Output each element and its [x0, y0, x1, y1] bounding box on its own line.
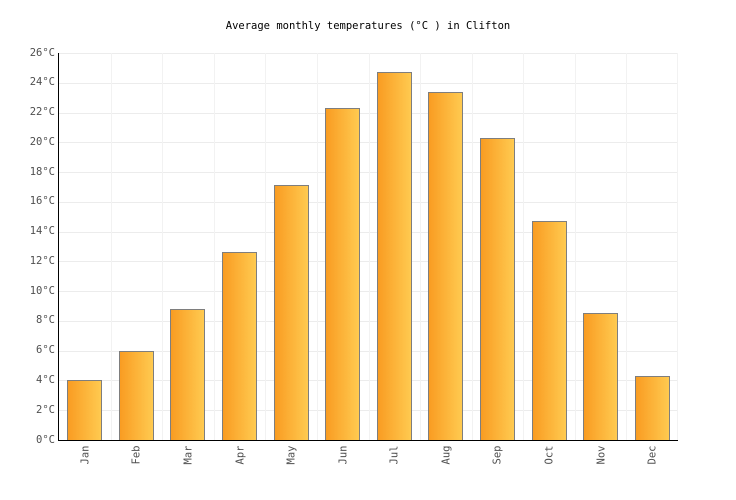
x-gridline-4 — [265, 53, 266, 440]
x-gridline-12 — [677, 53, 678, 440]
x-axis-label-text: Jan — [79, 445, 91, 465]
y-axis-label-10: 10°C — [29, 285, 55, 297]
y-gridline-6 — [59, 351, 678, 352]
y-axis-line — [58, 53, 59, 441]
bar-aug — [428, 92, 463, 440]
x-axis-label-text: Oct — [543, 445, 555, 465]
bar-apr — [222, 252, 257, 440]
x-gridline-7 — [420, 53, 421, 440]
bar-sep — [480, 138, 515, 440]
x-axis-label-may: May — [271, 444, 311, 466]
y-axis-label-24: 24°C — [29, 76, 55, 88]
x-axis-label-jun: Jun — [323, 444, 363, 466]
y-gridline-12 — [59, 261, 678, 262]
y-axis-label-22: 22°C — [29, 106, 55, 118]
bar-dec — [635, 376, 670, 440]
x-axis-label-text: Sep — [491, 445, 503, 465]
x-axis-label-text: Jul — [388, 445, 400, 465]
x-axis-label-text: Aug — [440, 445, 452, 465]
y-gridline-16 — [59, 202, 678, 203]
bar-mar — [170, 309, 205, 440]
y-gridline-18 — [59, 172, 678, 173]
x-axis-label-text: Feb — [130, 445, 142, 465]
x-gridline-6 — [369, 53, 370, 440]
y-gridline-24 — [59, 83, 678, 84]
y-axis-label-0: 0°C — [36, 434, 55, 446]
y-gridline-26 — [59, 53, 678, 54]
bar-jul — [377, 72, 412, 440]
x-axis-label-apr: Apr — [220, 444, 260, 466]
y-axis-label-14: 14°C — [29, 225, 55, 237]
x-axis-label-mar: Mar — [168, 444, 208, 466]
y-gridline-2 — [59, 410, 678, 411]
y-axis-label-12: 12°C — [29, 255, 55, 267]
y-gridline-10 — [59, 291, 678, 292]
x-axis-label-dec: Dec — [632, 444, 672, 466]
x-axis-label-nov: Nov — [581, 444, 621, 466]
x-axis-label-text: Dec — [646, 445, 658, 465]
bar-may — [274, 185, 309, 440]
y-axis-label-4: 4°C — [36, 374, 55, 386]
x-gridline-3 — [214, 53, 215, 440]
x-axis-label-sep: Sep — [477, 444, 517, 466]
y-axis-label-8: 8°C — [36, 314, 55, 326]
y-axis-label-26: 26°C — [29, 47, 55, 59]
x-axis-label-text: Mar — [182, 445, 194, 465]
y-axis-label-16: 16°C — [29, 195, 55, 207]
x-gridline-8 — [472, 53, 473, 440]
y-gridline-8 — [59, 321, 678, 322]
y-axis-label-2: 2°C — [36, 404, 55, 416]
x-axis-label-jul: Jul — [374, 444, 414, 466]
x-axis-label-aug: Aug — [426, 444, 466, 466]
x-axis-label-text: May — [285, 445, 297, 465]
y-axis-label-6: 6°C — [36, 344, 55, 356]
bar-nov — [583, 313, 618, 440]
bar-jun — [325, 108, 360, 440]
bar-jan — [67, 380, 102, 440]
y-axis-label-20: 20°C — [29, 136, 55, 148]
x-axis-label-text: Jun — [337, 445, 349, 465]
x-axis-line — [58, 440, 678, 441]
x-axis-label-text: Nov — [595, 445, 607, 465]
x-gridline-9 — [523, 53, 524, 440]
x-gridline-1 — [111, 53, 112, 440]
y-gridline-20 — [59, 142, 678, 143]
x-gridline-2 — [162, 53, 163, 440]
y-gridline-4 — [59, 380, 678, 381]
x-gridline-10 — [575, 53, 576, 440]
bar-feb — [119, 351, 154, 440]
x-gridline-11 — [626, 53, 627, 440]
x-axis-label-oct: Oct — [529, 444, 569, 466]
x-axis-label-text: Apr — [234, 445, 246, 465]
x-axis-label-feb: Feb — [116, 444, 156, 466]
y-gridline-14 — [59, 232, 678, 233]
x-axis-label-jan: Jan — [65, 444, 105, 466]
y-axis-label-18: 18°C — [29, 166, 55, 178]
bar-oct — [532, 221, 567, 440]
y-gridline-22 — [59, 113, 678, 114]
chart-title: Average monthly temperatures (°C ) in Cl… — [225, 20, 511, 32]
x-gridline-5 — [317, 53, 318, 440]
plot-area — [58, 53, 678, 441]
